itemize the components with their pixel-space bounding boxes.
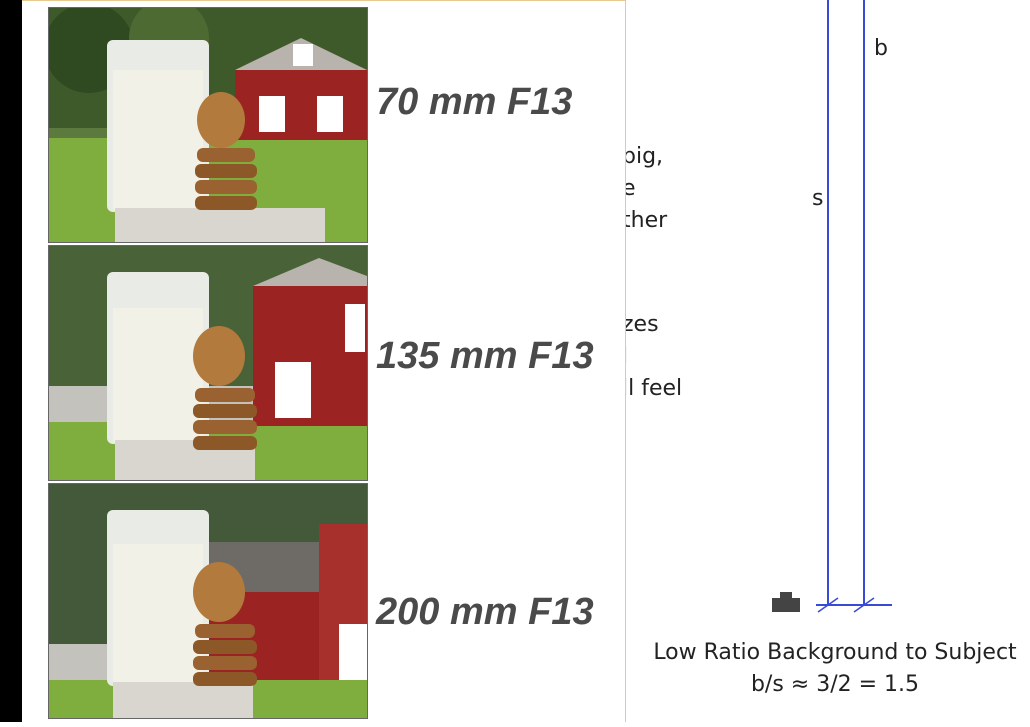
photo-200mm [48, 483, 368, 719]
background-text-1: big, [622, 144, 664, 169]
camera-icon [772, 592, 800, 612]
diagram-label-s: s [812, 186, 824, 211]
background-text-3: ther [622, 208, 668, 233]
diagram-caption-title: Low Ratio Background to Subject [653, 640, 1017, 665]
tick-mark-b [853, 597, 875, 613]
left-black-border [0, 0, 22, 722]
background-text-4: zes [622, 312, 659, 337]
photo-135mm [48, 245, 368, 481]
tick-mark-s [817, 597, 839, 613]
photo-70mm [48, 7, 368, 243]
distance-diagram [630, 0, 1030, 722]
panel-label-135mm: 135 mm F13 [376, 335, 594, 377]
focal-length-comparison-card: 70 mm F13 135 mm F13 [22, 0, 626, 722]
diagram-caption-ratio: b/s ≈ 3/2 = 1.5 [750, 672, 920, 697]
panel-label-200mm: 200 mm F13 [376, 591, 594, 633]
panel-label-70mm: 70 mm F13 [376, 81, 573, 123]
background-text-6: ll feel [622, 376, 683, 401]
diagram-label-b: b [874, 36, 888, 61]
